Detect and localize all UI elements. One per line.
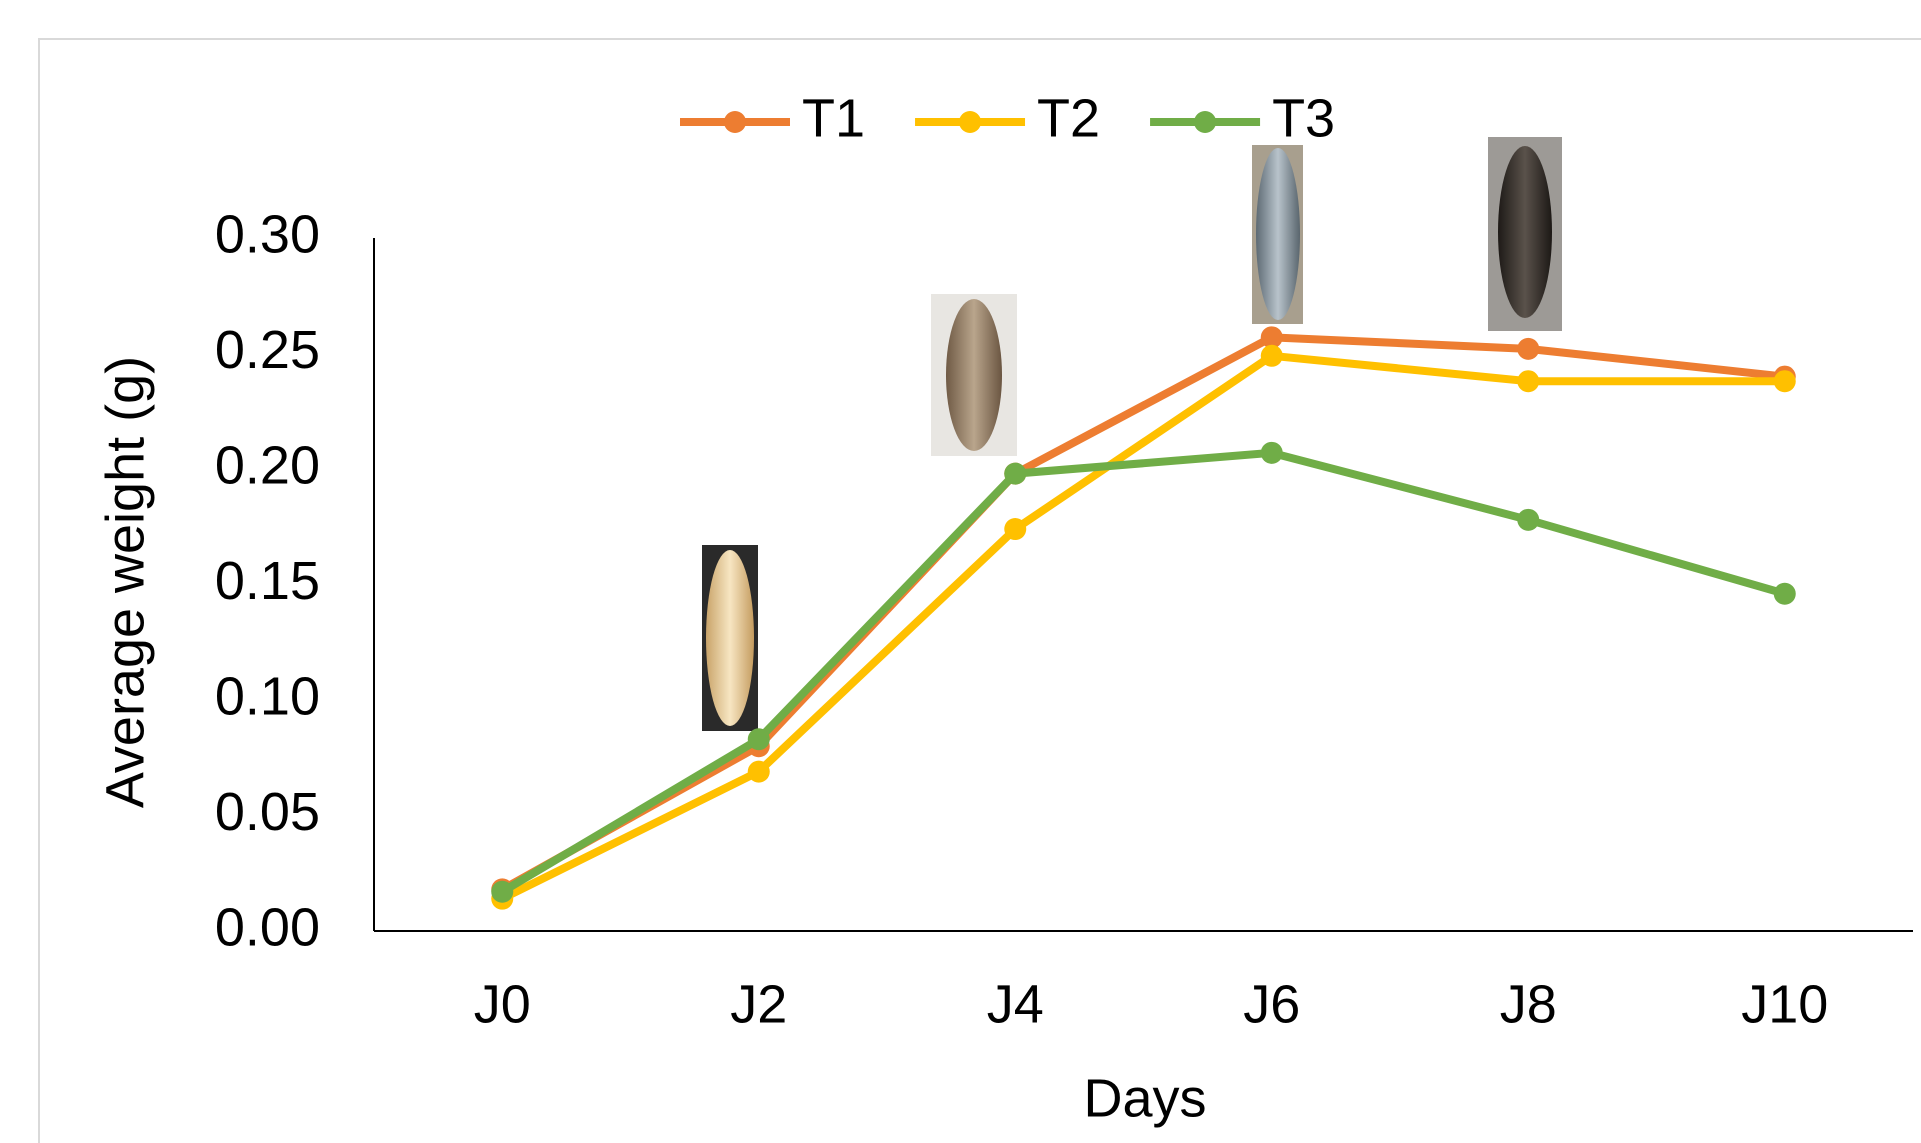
x-tick-label: J6	[1243, 974, 1300, 1034]
legend-label: T1	[802, 88, 865, 148]
legend-marker	[959, 111, 981, 133]
x-tick-label: J8	[1500, 974, 1557, 1034]
larva	[1498, 146, 1552, 318]
y-tick-label: 0.20	[215, 435, 320, 495]
data-point	[1517, 509, 1539, 531]
y-tick-label: 0.15	[215, 551, 320, 611]
legend-label: T3	[1272, 88, 1335, 148]
series-line	[502, 453, 1785, 892]
legend-label: T2	[1037, 88, 1100, 148]
data-point	[748, 761, 770, 783]
series-line	[502, 356, 1785, 899]
data-point	[1774, 370, 1796, 392]
x-tick-label: J4	[987, 974, 1044, 1034]
legend-marker	[724, 111, 746, 133]
data-point	[1517, 370, 1539, 392]
y-tick-label: 0.10	[215, 666, 320, 726]
legend-marker	[1194, 111, 1216, 133]
x-axis-title: Days	[1083, 1068, 1206, 1128]
y-axis-title: Average weight (g)	[95, 356, 155, 808]
larva-pictures	[702, 137, 1562, 731]
y-tick-label: 0.05	[215, 782, 320, 842]
data-point	[1004, 463, 1026, 485]
data-point	[1774, 583, 1796, 605]
x-tick-label: J0	[474, 974, 531, 1034]
chart-frame	[39, 39, 1921, 1143]
data-point	[748, 728, 770, 750]
x-tick-label: J10	[1741, 974, 1828, 1034]
data-point	[1261, 442, 1283, 464]
chart: Days Average weight (g) 0.00 0.05 0.10 0.15…	[0, 0, 1921, 1143]
data-point	[491, 881, 513, 903]
y-tick-label: 0.30	[215, 204, 320, 264]
x-tick-label: J2	[730, 974, 787, 1034]
larva	[946, 299, 1002, 451]
data-point	[1261, 345, 1283, 367]
data-point	[1004, 518, 1026, 540]
data-point	[1517, 338, 1539, 360]
larva	[1256, 148, 1300, 320]
y-tick-label: 0.25	[215, 320, 320, 380]
larva	[706, 550, 754, 726]
y-tick-label: 0.00	[215, 897, 320, 957]
